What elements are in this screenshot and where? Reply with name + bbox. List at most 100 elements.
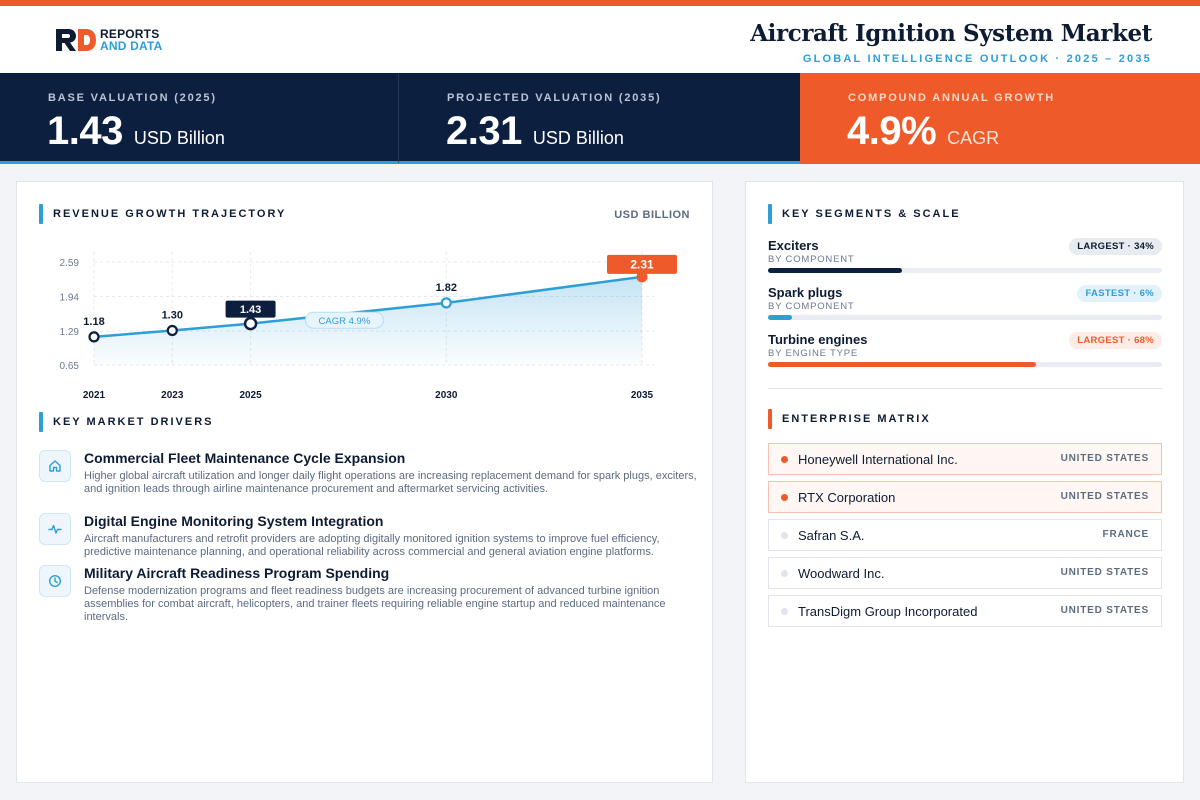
kpi-number: 4.9% <box>847 109 937 153</box>
cagr-annotation: CAGR 4.9% <box>319 316 371 327</box>
segment-badge: LARGEST · 34% <box>1069 238 1162 255</box>
matrix-section-title: ENTERPRISE MATRIX <box>782 413 931 425</box>
section-accent-bar <box>39 204 43 224</box>
kpi-unit: USD Billion <box>133 128 225 148</box>
status-dot <box>781 532 788 539</box>
status-dot <box>781 456 788 463</box>
company-country: UNITED STATES <box>1060 567 1149 578</box>
kpi-value: 4.9% CAGR <box>847 109 999 154</box>
data-label: 1.82 <box>436 282 457 294</box>
segment-badge: LARGEST · 68% <box>1069 332 1162 349</box>
cagr-pill <box>304 311 384 329</box>
value-callout <box>607 254 677 274</box>
segment-progress-fill <box>768 362 1036 367</box>
segments-section-title: KEY SEGMENTS & SCALE <box>782 208 961 220</box>
brand-logo[interactable]: REPORTS AND DATA <box>54 27 162 53</box>
kpi-value: 2.31 USD Billion <box>446 109 624 154</box>
x-tick-label: 2030 <box>435 390 458 401</box>
segment-category: BY ENGINE TYPE <box>768 348 859 359</box>
brand-wordmark: REPORTS AND DATA <box>100 28 162 52</box>
value-callout <box>225 300 276 318</box>
data-label: 2.31 <box>630 257 654 271</box>
chart-section-title: REVENUE GROWTH TRAJECTORY <box>53 208 287 220</box>
status-dot <box>781 494 788 501</box>
company-country: FRANCE <box>1102 529 1149 540</box>
section-accent-bar <box>39 412 43 432</box>
driver-description: Higher global aircraft utilization and l… <box>84 470 697 495</box>
kpi-base-valuation: BASE VALUATION (2025) 1.43 USD Billion <box>0 73 399 164</box>
data-label: 1.18 <box>83 316 104 328</box>
rd-logo-icon <box>56 29 96 51</box>
kpi-projected-valuation: PROJECTED VALUATION (2035) 2.31 USD Bill… <box>399 73 800 164</box>
driver-title: Commercial Fleet Maintenance Cycle Expan… <box>84 450 406 466</box>
pulse-icon <box>39 513 71 545</box>
home-icon <box>39 450 71 482</box>
company-name: Honeywell International Inc. <box>798 452 958 467</box>
section-accent-bar <box>768 204 772 224</box>
segment-progress-track <box>768 268 1162 273</box>
x-tick-label: 2021 <box>83 390 106 401</box>
segment-item: Turbine engines BY ENGINE TYPE LARGEST ·… <box>768 332 1162 379</box>
clock-icon <box>39 565 71 597</box>
enterprise-matrix: Honeywell International Inc. UNITED STAT… <box>768 443 1162 633</box>
company-row[interactable]: TransDigm Group Incorporated UNITED STAT… <box>768 595 1162 627</box>
company-row[interactable]: Safran S.A. FRANCE <box>768 519 1162 551</box>
data-point <box>636 271 648 283</box>
y-tick-label: 1.29 <box>60 327 80 338</box>
segment-progress-fill <box>768 315 792 320</box>
kpi-unit: USD Billion <box>532 128 624 148</box>
segment-category: BY COMPONENT <box>768 254 855 265</box>
kpi-value: 1.43 USD Billion <box>47 109 225 154</box>
company-country: UNITED STATES <box>1060 491 1149 502</box>
segment-name: Spark plugs <box>768 285 843 300</box>
page-header: REPORTS AND DATA Aircraft Ignition Syste… <box>0 6 1200 73</box>
status-dot <box>781 570 788 577</box>
x-tick-label: 2035 <box>631 390 654 401</box>
company-row[interactable]: RTX Corporation UNITED STATES <box>768 481 1162 513</box>
data-point <box>243 316 258 331</box>
chart-section-header: REVENUE GROWTH TRAJECTORY <box>39 204 286 224</box>
title-block: Aircraft Ignition System Market GLOBAL I… <box>750 20 1152 65</box>
segments-section-header: KEY SEGMENTS & SCALE <box>768 204 961 224</box>
company-row[interactable]: Honeywell International Inc. UNITED STAT… <box>768 443 1162 475</box>
y-tick-label: 1.94 <box>60 293 80 304</box>
company-name: RTX Corporation <box>798 490 896 505</box>
revenue-chart: 2.59 1.94 1.29 0.65 2021 2023 2025 2030 2035 CAG… <box>60 252 677 401</box>
driver-description: Defense modernization programs and fleet… <box>84 585 666 623</box>
y-tick-label: 2.59 <box>60 258 80 269</box>
kpi-unit: CAGR <box>947 128 1000 148</box>
driver-title: Digital Engine Monitoring System Integra… <box>84 513 384 529</box>
driver-item: Commercial Fleet Maintenance Cycle Expan… <box>39 450 699 503</box>
kpi-label: COMPOUND ANNUAL GROWTH <box>848 92 1056 104</box>
company-name: Safran S.A. <box>798 528 865 543</box>
x-tick-label: 2023 <box>161 390 184 401</box>
left-panel: REVENUE GROWTH TRAJECTORY USD BILLION 2.… <box>16 181 713 783</box>
company-country: UNITED STATES <box>1060 453 1149 464</box>
data-point <box>88 331 100 343</box>
data-label: 1.43 <box>240 304 261 316</box>
drivers-list: Commercial Fleet Maintenance Cycle Expan… <box>39 450 699 631</box>
section-accent-bar <box>768 409 772 429</box>
kpi-label: PROJECTED VALUATION (2035) <box>447 92 662 104</box>
data-point <box>166 324 178 337</box>
segment-progress-track <box>768 315 1162 320</box>
segment-item: Exciters BY COMPONENT LARGEST · 34% <box>768 238 1162 285</box>
drivers-section-title: KEY MARKET DRIVERS <box>53 416 214 428</box>
company-country: UNITED STATES <box>1060 605 1149 616</box>
kpi-number: 2.31 <box>446 109 522 153</box>
page-subtitle: GLOBAL INTELLIGENCE OUTLOOK · 2025 – 203… <box>802 53 1152 65</box>
data-label: 1.30 <box>162 309 183 321</box>
brand-line-2: AND DATA <box>100 39 163 53</box>
company-row[interactable]: Woodward Inc. UNITED STATES <box>768 557 1162 589</box>
segment-badge: FASTEST · 6% <box>1077 285 1162 302</box>
status-dot <box>781 608 788 615</box>
top-accent-bar <box>0 0 1200 6</box>
right-panel: KEY SEGMENTS & SCALE Exciters BY COMPONE… <box>745 181 1184 783</box>
segments-list: Exciters BY COMPONENT LARGEST · 34% Spar… <box>768 238 1162 379</box>
x-tick-label: 2025 <box>239 390 262 401</box>
data-point <box>440 297 452 309</box>
driver-item: Military Aircraft Readiness Program Spen… <box>39 565 699 623</box>
drivers-section-header: KEY MARKET DRIVERS <box>39 412 213 432</box>
segment-category: BY COMPONENT <box>768 301 855 312</box>
matrix-section-header: ENTERPRISE MATRIX <box>768 409 931 429</box>
